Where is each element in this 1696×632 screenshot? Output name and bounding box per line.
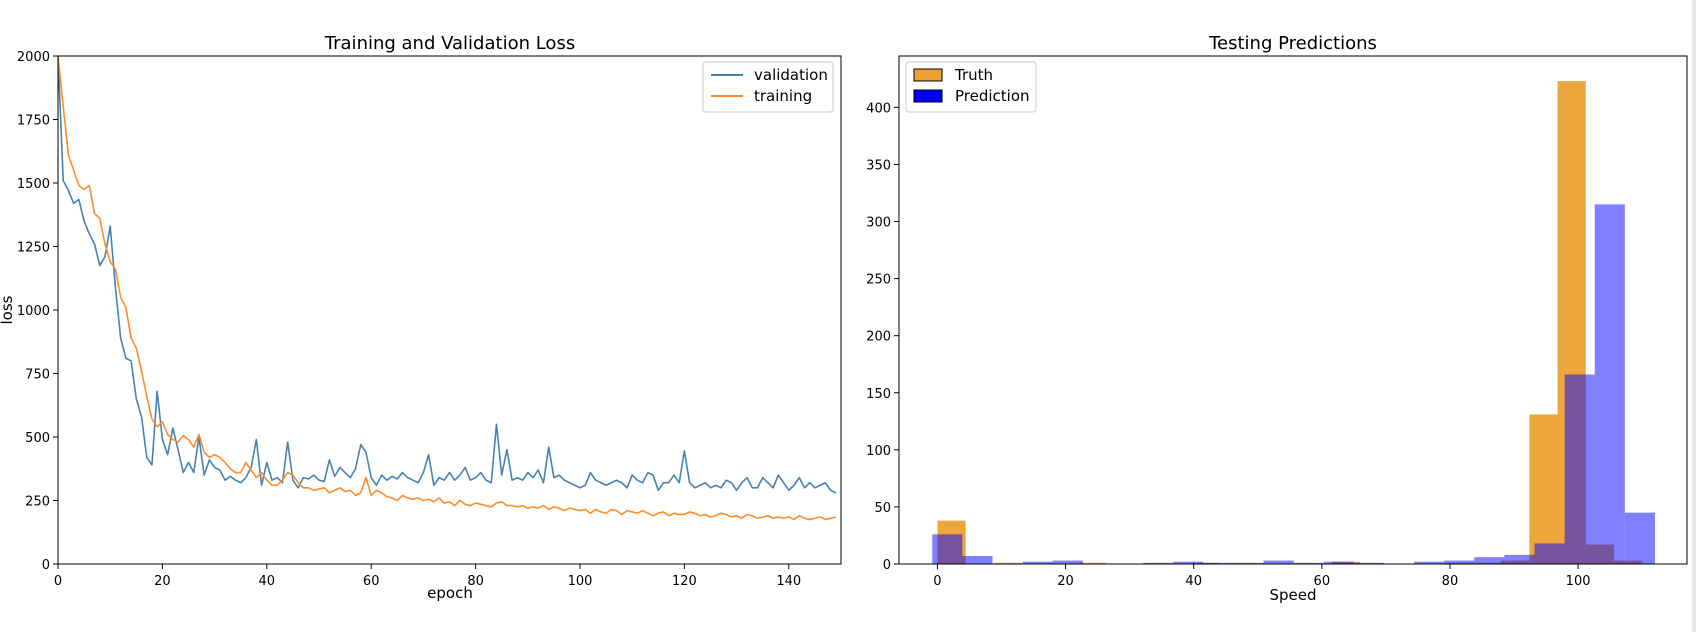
x-axis-label: Speed [1269,586,1316,604]
y-axis-ticks: 0 50 100 150 200 250 300 350 400 [866,101,899,573]
x-tick-label: 120 [672,574,697,589]
x-tick-label: 60 [1314,574,1331,589]
legend-label-truth: Truth [954,66,993,84]
legend-label-validation: validation [754,66,828,84]
x-tick-label: 0 [54,574,62,589]
y-tick-label: 1250 [17,241,50,256]
bar-prediction [1323,561,1354,564]
x-tick-label: 40 [259,574,276,589]
chart-title: Testing Predictions [1208,33,1377,54]
legend-label-prediction: Prediction [955,87,1030,105]
bar-prediction [1564,374,1595,564]
bar-truth [1078,562,1107,564]
loss-chart: Training and Validation Loss 0 250 500 750 1… [0,33,842,602]
bar-prediction [1474,557,1505,564]
y-tick-label: 1000 [17,304,50,319]
x-tick-label: 20 [154,574,171,589]
x-tick-label: 20 [1057,574,1074,589]
y-tick-label: 50 [874,501,891,516]
y-tick-label: 0 [883,558,891,573]
y-tick-label: 750 [25,368,50,383]
plot-area [58,56,837,521]
x-tick-label: 100 [568,574,593,589]
bar-truth [1529,414,1558,564]
y-tick-label: 150 [866,387,891,402]
bar-prediction [1624,512,1655,564]
bar-prediction [1444,560,1475,564]
bar-prediction [1534,543,1565,564]
x-tick-label: 140 [776,574,801,589]
series-line-validation [58,56,837,494]
plot-area [932,81,1655,565]
plot-frame [57,55,842,565]
x-tick-label: 100 [1566,574,1591,589]
y-tick-label: 250 [25,495,50,510]
y-tick-label: 0 [42,558,50,573]
y-tick-label: 400 [866,101,891,116]
x-tick-label: 60 [363,574,380,589]
legend-swatch-truth [913,68,943,82]
x-tick-label: 0 [933,574,941,589]
window-edge [1692,0,1696,632]
chart-title: Training and Validation Loss [324,33,575,54]
x-tick-label: 40 [1185,574,1202,589]
bar-prediction [1022,561,1053,564]
bar-prediction [1353,562,1384,564]
legend: Truth Prediction [905,61,1037,113]
y-tick-label: 1750 [17,114,50,129]
bar-prediction [1173,561,1204,564]
x-tick-label: 80 [1442,574,1459,589]
y-tick-label: 200 [866,330,891,345]
bar-prediction [1052,560,1083,564]
y-axis-ticks: 0 250 500 750 1000 1250 1500 1750 2000 [17,50,58,573]
bar-prediction [1594,204,1625,564]
y-tick-label: 500 [25,431,50,446]
x-axis-label: epoch [427,584,473,602]
x-tick-label: 80 [467,574,484,589]
bar-prediction [962,556,993,564]
plot-frame [898,55,1688,565]
legend-swatch-prediction [913,89,943,103]
legend: validation training [702,61,834,113]
bar-prediction [1263,560,1294,564]
y-tick-label: 350 [866,158,891,173]
bar-prediction [1293,562,1324,564]
y-axis-label: loss [0,295,16,324]
bar-prediction [1504,554,1535,564]
speed-histogram: Testing Predictions 05010015020025030035… [866,33,1688,604]
bar-prediction [1203,562,1234,564]
legend-label-training: training [754,87,812,105]
y-tick-label: 1500 [17,177,50,192]
x-axis-ticks: 0 20 40 60 80 100 120 140 [54,564,801,589]
series-line-training [58,56,836,521]
bar-truth [993,562,1023,564]
bar-prediction [1233,562,1264,564]
y-tick-label: 300 [866,216,891,231]
y-tick-label: 100 [866,444,891,459]
y-tick-label: 250 [866,273,891,288]
x-axis-ticks: 0 20 40 60 80 100 [933,564,1591,589]
bar-prediction [932,534,963,564]
bar-prediction [1414,561,1445,564]
y-tick-label: 2000 [17,50,50,65]
bar-prediction [1143,562,1174,564]
